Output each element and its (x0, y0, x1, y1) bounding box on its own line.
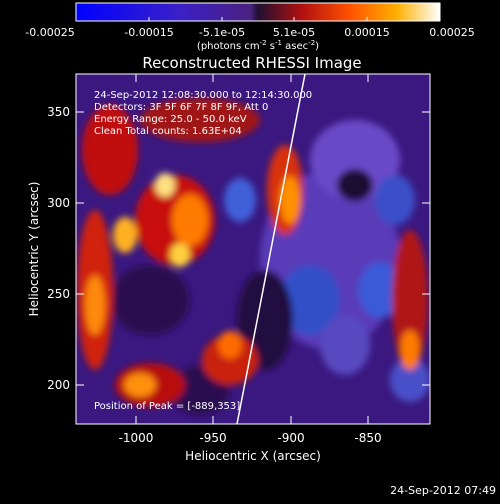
plot-frame (75, 73, 431, 425)
colorbar-tick-label: 5.1e-05 (273, 26, 315, 39)
colorbar-tick-label: -0.00015 (124, 26, 173, 39)
overlay-peak-position: Position of Peak = [-889,353] (94, 401, 240, 412)
colorbar-ticks (75, 17, 441, 21)
y-tick-label: 250 (47, 287, 70, 301)
colorbar-tick-label: 0.00025 (429, 26, 475, 39)
y-tick-label: 350 (47, 105, 70, 119)
solar-limb-line (236, 74, 306, 424)
overlay-time-range: 24-Sep-2012 12:08:30.000 to 12:14:30.000 (94, 90, 312, 101)
colorbar-tick-label: -5.1e-05 (199, 26, 245, 39)
x-axis-label: Heliocentric X (arcsec) (185, 449, 321, 463)
y-axis-label: Heliocentric Y (arcsec) (27, 182, 41, 317)
x-tick-label: -900 (277, 431, 304, 445)
x-axis-ticks (135, 74, 369, 424)
y-tick-label: 200 (47, 378, 70, 392)
colorbar (75, 2, 441, 22)
colorbar-units: (photons cm-2 s-1 asec-2) (197, 39, 319, 52)
overlay-total-counts: Clean Total counts: 1.63E+04 (94, 126, 242, 137)
x-tick-label: -950 (199, 431, 226, 445)
rhessi-image (76, 74, 430, 424)
colorbar-tick-label: -0.00025 (25, 26, 74, 39)
colorbar-tick-label: 0.00015 (344, 26, 390, 39)
footer-timestamp: 24-Sep-2012 07:49 (390, 484, 496, 497)
overlay-energy-range: Energy Range: 25.0 - 50.0 keV (94, 114, 247, 125)
y-tick-label: 300 (47, 196, 70, 210)
y-axis-ticks (76, 111, 430, 386)
x-tick-label: -1000 (119, 431, 154, 445)
overlay-detectors: Detectors: 3F 5F 6F 7F 8F 9F, Att 0 (94, 102, 268, 113)
x-tick-label: -850 (354, 431, 381, 445)
page-title: Reconstructed RHESSI Image (142, 54, 361, 72)
